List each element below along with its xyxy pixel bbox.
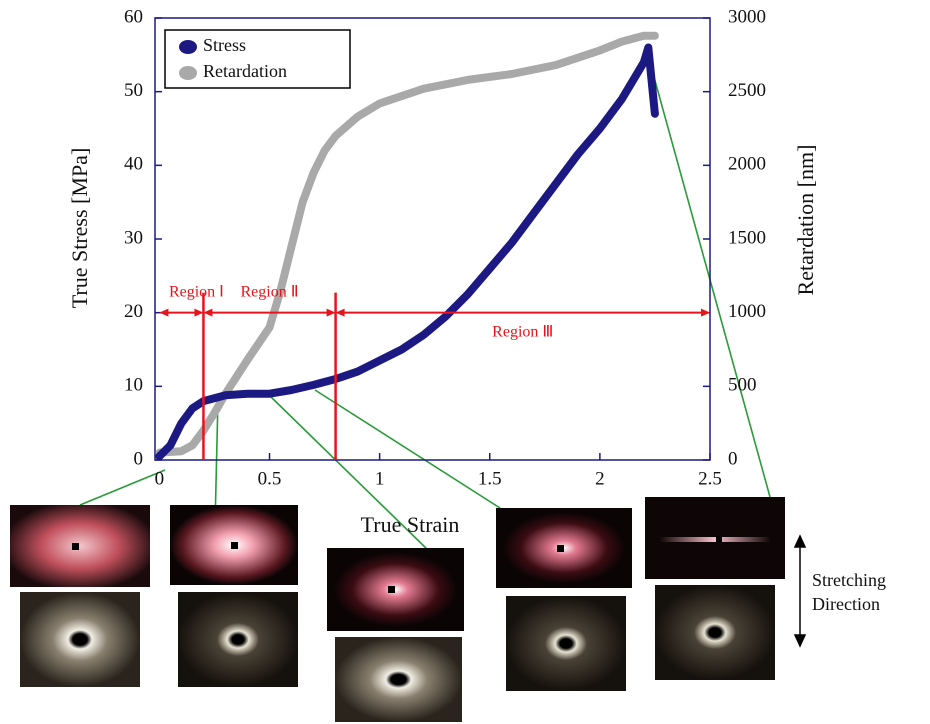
legend-marker <box>179 66 197 80</box>
series-line <box>159 36 655 453</box>
y-tick-label: 10 <box>124 375 143 396</box>
beam-stop <box>388 586 395 593</box>
arrow-head <box>336 309 345 317</box>
y2-tick-label: 0 <box>728 448 738 469</box>
region-label: Region Ⅱ <box>240 283 298 300</box>
y2-tick-label: 1000 <box>728 301 766 322</box>
waxs-image <box>178 592 298 687</box>
arrow-head <box>327 309 336 317</box>
waxs-image <box>655 585 775 680</box>
direction-label: Stretching <box>812 570 886 590</box>
chart: Stretching Direction True Strain True St… <box>0 0 930 724</box>
y-tick-label: 40 <box>124 154 143 175</box>
y-tick-label: 20 <box>124 301 143 322</box>
x-tick-label: 2 <box>595 468 605 489</box>
region-label: Region Ⅲ <box>492 323 553 340</box>
direction-label: Direction <box>812 594 880 614</box>
beam-stop <box>72 543 79 550</box>
arrow-head <box>194 309 203 317</box>
legend-label: Retardation <box>203 61 287 81</box>
beam-stop <box>557 545 564 552</box>
y-axis-label: True Stress [MPa] <box>67 148 92 309</box>
arrow-head <box>795 536 805 547</box>
y2-tick-label: 500 <box>728 375 757 396</box>
y2-tick-label: 2500 <box>728 80 766 101</box>
arrow-head <box>795 635 805 646</box>
y2-tick-label: 3000 <box>728 6 766 27</box>
saxs-image <box>10 505 150 587</box>
y2-axis-label: Retardation [nm] <box>793 145 818 296</box>
y-tick-label: 50 <box>124 80 143 101</box>
arrow-head <box>701 309 710 317</box>
x-tick-label: 0.5 <box>258 468 282 489</box>
beam-stop <box>716 536 722 542</box>
leader-line <box>315 390 500 508</box>
saxs-image <box>327 548 464 631</box>
leader-line <box>646 48 770 497</box>
legend-marker <box>179 40 197 54</box>
y-tick-label: 0 <box>134 448 144 469</box>
x-tick-label: 2.5 <box>698 468 722 489</box>
arrow-head <box>203 309 212 317</box>
legend: Stress Retardation <box>165 30 350 88</box>
arrow-head <box>159 309 168 317</box>
x-tick-label: 1.5 <box>478 468 502 489</box>
leader-line <box>80 470 165 505</box>
waxs-image <box>20 592 140 687</box>
saxs-streak <box>660 537 770 542</box>
waxs-image <box>335 637 462 722</box>
y-tick-label: 30 <box>124 227 143 248</box>
direction-arrow <box>795 536 805 646</box>
legend-label: Stress <box>203 35 246 55</box>
series-line <box>159 48 655 457</box>
region-label: Region Ⅰ <box>169 283 224 300</box>
beam-stop <box>231 542 238 549</box>
x-axis-label: True Strain <box>361 512 460 537</box>
waxs-image <box>506 596 626 691</box>
x-tick-label: 1 <box>375 468 385 489</box>
y2-tick-label: 1500 <box>728 227 766 248</box>
y-tick-label: 60 <box>124 6 143 27</box>
y2-tick-label: 2000 <box>728 154 766 175</box>
x-tick-label: 0 <box>155 468 165 489</box>
